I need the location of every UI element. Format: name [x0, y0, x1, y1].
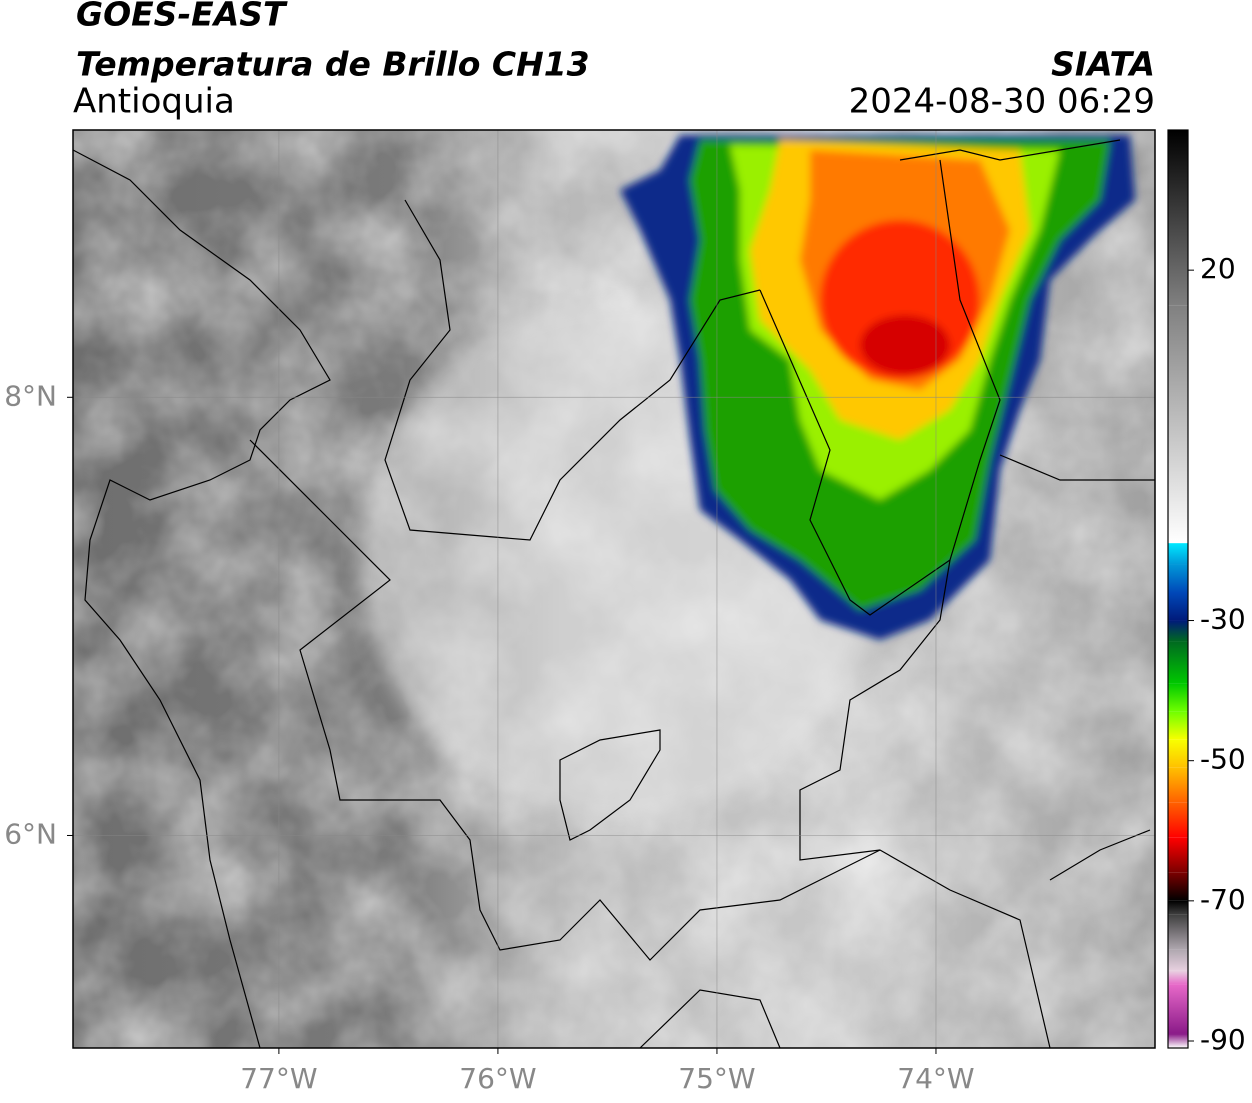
colorbar-segment [1168, 711, 1188, 740]
colorbar-segment [1168, 683, 1188, 712]
colorbar-segment [1168, 837, 1188, 873]
map-frame [72, 129, 1156, 1049]
colorbar-tick-label: -90 [1200, 1023, 1246, 1056]
colorbar-segment [1168, 543, 1188, 565]
colorbar [1168, 130, 1188, 1048]
colorbar-tick-label: -50 [1200, 743, 1246, 776]
colorbar-segment [1168, 305, 1188, 543]
colorbar-tick-label: -70 [1200, 883, 1246, 916]
source: SIATA [1051, 45, 1155, 84]
colorbar-segment [1168, 970, 1188, 985]
region: Antioquia [73, 82, 235, 122]
colorbar-segment [1168, 802, 1188, 838]
colorbar-segment [1168, 767, 1188, 803]
colorbar-tick-label: -30 [1200, 603, 1246, 636]
colorbar-segment [1168, 130, 1188, 306]
colorbar-segment [1168, 984, 1188, 1034]
product: Temperatura de Brillo CH13 [76, 45, 590, 84]
colorbar-segment [1168, 564, 1188, 593]
colorbar-segment [1168, 949, 1188, 971]
x-tick-label: 75°W [678, 1062, 755, 1095]
colorbar-segment [1168, 592, 1188, 621]
colorbar-segment [1168, 914, 1188, 950]
colorbar-segment [1168, 872, 1188, 901]
colorbar-segment [1168, 641, 1188, 684]
colorbar-frame [1167, 129, 1189, 1049]
satellite: GOES-EAST [76, 0, 288, 34]
colorbar-segment [1168, 620, 1188, 642]
grid [73, 130, 1155, 1048]
x-tick-label: 76°W [459, 1062, 536, 1095]
x-tick-label: 77°W [240, 1062, 317, 1095]
colorbar-tick-label: 20 [1200, 252, 1236, 285]
y-tick-label: 8°N [4, 379, 57, 412]
colorbar-segment [1168, 900, 1188, 915]
colorbar-segment [1168, 739, 1188, 768]
y-tick-label: 6°N [4, 817, 57, 850]
colorbar-segment [1168, 542, 1188, 544]
x-tick-label: 74°W [897, 1062, 974, 1095]
map-image [73, 130, 1155, 1048]
colorbar-segment [1168, 1033, 1188, 1048]
datetime: 2024-08-30 06:29 [849, 82, 1155, 122]
